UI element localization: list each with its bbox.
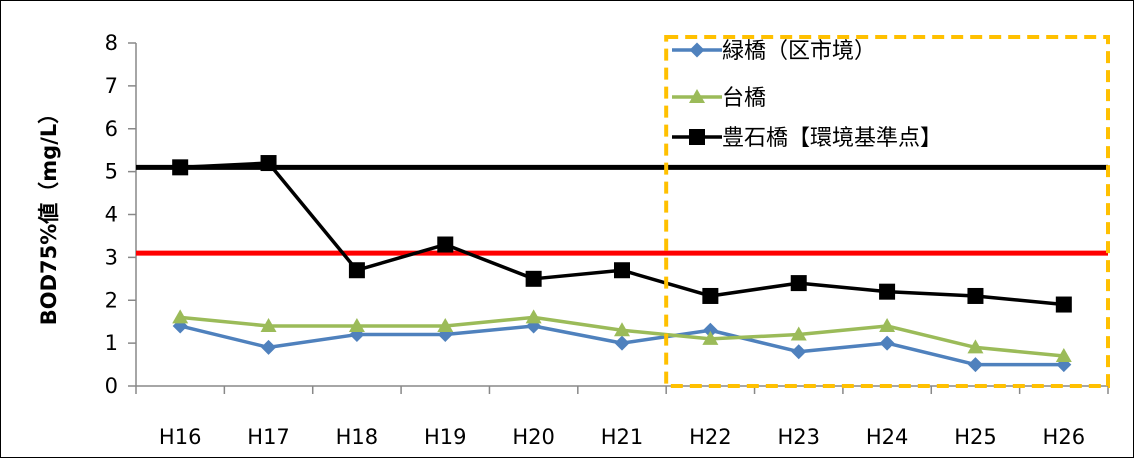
x-tick-label: H25 [954,425,997,449]
x-tick-label: H23 [777,425,820,449]
legend-swatch-marker [689,42,705,58]
reference-lines [136,164,1108,256]
x-tick-label: H20 [512,425,555,449]
x-tick-label: H18 [336,425,379,449]
data-point [348,317,365,332]
y-tick-label: 2 [105,288,118,312]
y-tick-label: 6 [105,117,118,141]
y-tick-label: 5 [105,160,118,184]
highlight-box [664,35,1110,388]
data-point [967,339,984,354]
data-point [967,357,983,373]
data-point [614,335,630,351]
legend-label: 台橋 [722,86,766,111]
x-tick-label: H19 [424,425,467,449]
data-point [702,322,718,338]
data-point [790,326,807,341]
x-tick-label: H21 [601,425,644,449]
legend-swatch-marker [689,129,705,145]
highlight-rect [664,35,1110,388]
y-tick-label: 1 [105,331,118,355]
x-tick-label: H16 [159,425,202,449]
data-point [879,335,895,351]
y-tick-label: 7 [105,74,118,98]
data-point [967,287,984,304]
data-point [172,159,189,176]
data-point [348,262,365,279]
data-point [437,317,454,332]
y-tick-label: 8 [105,31,118,55]
data-point [260,155,277,172]
data-point [790,275,807,292]
x-tick-label: H22 [689,425,732,449]
data-point [1055,296,1072,313]
y-tick-label: 4 [105,203,118,227]
data-point [437,236,454,253]
legend-label: 緑橋（区市境） [722,39,876,64]
data-point [702,330,719,345]
y-axis-label: BOD75%値（mg/L） [37,103,61,326]
data-series [172,155,1072,373]
data-point [260,317,277,332]
data-point [1055,347,1072,362]
data-point [879,283,896,300]
data-point [614,262,630,279]
series-line [180,161,1064,307]
data-point [879,317,896,332]
y-tick-label: 0 [105,374,118,398]
x-tick-label: H17 [247,425,290,449]
legend-swatch-marker [689,89,705,103]
x-tick-label: H26 [1043,425,1086,449]
data-point [261,339,277,355]
chart-axes: 0 1 2 3 4 5 6 7 8 H16 H17 H18 H19 H20 H21 H22 H23 H24 H25 H… [105,31,1109,449]
data-point [172,309,189,324]
y-tick-label: 3 [105,245,118,269]
data-point [702,287,719,304]
data-point [525,270,542,287]
data-point [791,344,807,360]
x-tick-label: H24 [866,425,909,449]
legend-label: 豊石橋【環境基準点】 [722,126,942,151]
data-point [614,322,630,337]
data-point [525,309,542,324]
